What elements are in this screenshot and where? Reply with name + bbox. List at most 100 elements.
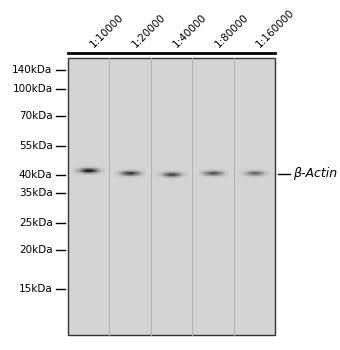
Bar xyxy=(125,173,127,174)
Bar xyxy=(116,168,117,169)
Bar xyxy=(240,175,241,176)
Bar xyxy=(244,176,245,177)
Bar xyxy=(170,176,171,177)
Bar xyxy=(267,175,268,176)
Bar xyxy=(165,181,166,182)
Bar xyxy=(135,170,136,171)
Bar xyxy=(199,174,200,175)
Bar xyxy=(99,167,100,168)
Bar xyxy=(131,172,132,173)
Bar xyxy=(213,168,214,169)
Bar xyxy=(208,167,209,168)
Bar xyxy=(177,176,178,177)
Bar xyxy=(120,169,121,170)
Bar xyxy=(197,170,198,171)
Bar xyxy=(131,178,132,179)
Bar xyxy=(213,174,214,175)
Bar xyxy=(175,172,176,173)
Bar xyxy=(137,174,139,175)
Bar xyxy=(127,168,128,169)
Bar xyxy=(97,167,98,168)
Bar xyxy=(141,174,142,175)
Bar xyxy=(89,173,90,174)
Bar xyxy=(79,167,80,168)
Bar xyxy=(260,179,261,180)
Bar xyxy=(177,173,178,174)
Bar xyxy=(78,169,79,170)
Bar xyxy=(166,173,167,174)
Bar xyxy=(98,176,99,177)
Bar xyxy=(116,178,117,179)
Bar xyxy=(186,175,187,176)
Bar xyxy=(239,167,240,168)
Bar xyxy=(101,173,102,174)
Bar xyxy=(156,177,157,178)
Bar xyxy=(144,172,145,173)
Bar xyxy=(257,172,258,173)
Bar xyxy=(176,172,177,173)
Bar xyxy=(135,176,136,177)
Bar xyxy=(83,165,84,166)
Bar xyxy=(166,168,167,169)
Bar xyxy=(218,168,220,169)
Bar xyxy=(179,175,180,176)
Bar xyxy=(122,172,123,173)
Bar xyxy=(104,165,105,166)
Bar xyxy=(140,169,141,170)
Bar xyxy=(115,168,116,169)
Bar xyxy=(132,175,133,176)
Bar xyxy=(127,177,128,178)
Bar xyxy=(118,172,119,173)
Bar xyxy=(123,169,124,170)
Bar xyxy=(134,179,135,180)
Bar xyxy=(116,172,117,173)
Bar xyxy=(255,173,256,174)
Bar xyxy=(263,172,264,173)
Bar xyxy=(182,172,183,173)
Bar xyxy=(102,169,104,170)
Text: 55kDa: 55kDa xyxy=(19,141,53,150)
Bar xyxy=(95,164,96,165)
Bar xyxy=(139,169,140,170)
Bar xyxy=(95,169,96,170)
Bar xyxy=(84,175,85,176)
Bar xyxy=(134,169,135,170)
Bar xyxy=(171,178,172,179)
Bar xyxy=(186,179,187,180)
Bar xyxy=(96,176,97,177)
Bar xyxy=(248,169,249,170)
Bar xyxy=(261,173,262,174)
Bar xyxy=(217,178,218,179)
Bar xyxy=(226,170,227,171)
Bar xyxy=(75,172,76,173)
Bar xyxy=(172,169,174,170)
Bar xyxy=(94,168,95,169)
Bar xyxy=(211,175,212,176)
Bar xyxy=(246,173,247,174)
Bar xyxy=(85,167,86,168)
Bar xyxy=(209,172,210,173)
Bar xyxy=(86,174,87,175)
Bar xyxy=(140,175,141,176)
Bar xyxy=(162,179,163,180)
Bar xyxy=(172,173,174,174)
Bar xyxy=(137,167,139,168)
Bar xyxy=(100,166,101,167)
Bar xyxy=(216,172,217,173)
Bar xyxy=(101,175,102,176)
Bar xyxy=(132,179,133,180)
Bar xyxy=(93,174,94,175)
Bar xyxy=(238,173,239,174)
Bar xyxy=(99,170,100,171)
Bar xyxy=(241,177,243,178)
Bar xyxy=(228,169,229,170)
Bar xyxy=(220,169,221,170)
Bar xyxy=(186,178,187,179)
Bar xyxy=(262,170,263,171)
Bar xyxy=(134,174,135,175)
Bar xyxy=(269,167,270,168)
Bar xyxy=(159,170,160,171)
Bar xyxy=(96,168,97,169)
Bar xyxy=(226,168,227,169)
Bar xyxy=(164,178,165,179)
